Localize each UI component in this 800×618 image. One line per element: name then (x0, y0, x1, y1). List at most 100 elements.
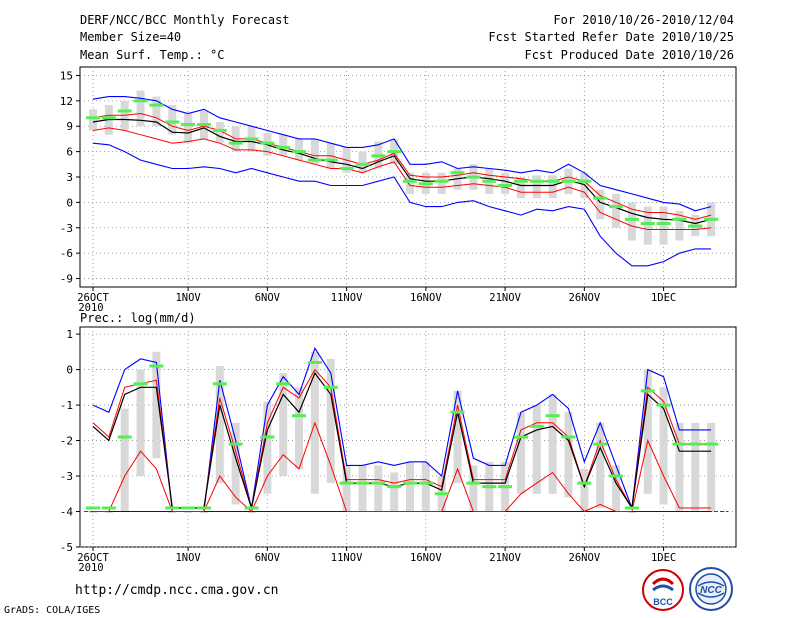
temp-ytick-label: -6 (60, 247, 73, 260)
precip-spread-box (374, 465, 383, 512)
precip-spread-box (516, 412, 525, 494)
precip-spread-box (89, 511, 97, 514)
precip-spread-box (406, 461, 414, 512)
precip-spread-box (564, 412, 573, 498)
precip-xtick-label: 16NOV (410, 552, 442, 564)
precip-spread-box (691, 422, 700, 512)
temp-xtick-year-label: 2010 (78, 302, 103, 314)
precip-spread-box (580, 468, 589, 512)
temp-spread-box (295, 138, 304, 161)
precip-spread-box (184, 511, 193, 514)
temp-spread-box (516, 177, 525, 199)
precip-spread-box (358, 465, 367, 512)
temp-spread-box (675, 210, 684, 241)
temp-spread-box (152, 96, 161, 127)
precip-xtick-label: 1DEC (651, 552, 676, 564)
temp-spread-box (279, 134, 288, 156)
precip-spread-box (247, 511, 256, 514)
temp-spread-box (596, 189, 605, 220)
precip-panel-title: Prec.: log(mm/d) (80, 311, 196, 325)
bcc-logo-text: BCC (653, 597, 673, 607)
temp-spread-box (310, 138, 319, 165)
temp-xtick-label: 16NOV (410, 292, 442, 304)
temp-spread-box (215, 122, 224, 144)
temp-xtick-label: 26NOV (569, 292, 601, 304)
forecast-started-date: Fcst Started Refer Date 2010/10/25 (488, 30, 734, 44)
ncc-logo-text: NCC (700, 585, 722, 596)
precip-ytick-label: -1 (60, 399, 73, 412)
temp-spread-box (501, 172, 510, 194)
temp-ytick-label: 12 (60, 95, 73, 108)
temp-spread-box (548, 175, 557, 199)
precip-ensemble-mean-line (92, 371, 712, 511)
precip-spread-box (643, 369, 652, 494)
member-size-label: Member Size=40 (80, 30, 182, 44)
temp-spread-box (659, 206, 668, 245)
grads-credit: GrADS: COLA/IGES (4, 605, 101, 616)
temp-xtick-label: 21NOV (489, 292, 521, 304)
precip-spread-box (120, 408, 129, 512)
precip-ytick-label: -2 (60, 435, 73, 448)
precip-xtick-year-label: 2010 (78, 562, 103, 574)
precip-xtick-label: 6NOV (255, 552, 281, 564)
precip-xtick-label: 26NOV (569, 552, 601, 564)
precip-spread-box (263, 401, 272, 494)
precip-ytick-label: 0 (66, 364, 73, 377)
forecast-period: For 2010/10/26-2010/12/04 (553, 13, 734, 27)
precip-ytick-label: 1 (66, 328, 73, 341)
precip-spread-box (326, 358, 335, 484)
precip-xtick-label: 11NOV (331, 552, 363, 564)
temp-ytick-label: -3 (60, 222, 73, 235)
precip-spread-box (342, 465, 351, 512)
precip-plot-frame (79, 326, 737, 548)
source-url[interactable]: http://cmdp.ncc.cma.gov.cn (75, 583, 279, 598)
temp-ytick-label: 6 (66, 146, 73, 159)
precip-spread-box (152, 351, 161, 459)
precip-lower-spread-line (93, 421, 712, 513)
temp-max-envelope-line (92, 96, 712, 212)
temp-min-envelope-line (92, 142, 712, 267)
precip-spread-box (136, 369, 145, 477)
temp-spread-box (643, 206, 652, 245)
temp-ytick-label: 0 (66, 196, 73, 209)
ncc-logo: NCC (688, 566, 734, 612)
temp-xtick-label: 11NOV (331, 292, 363, 304)
temp-panel-title: Mean Surf. Temp.: °C (80, 48, 225, 62)
temp-ytick-label: 9 (66, 120, 73, 133)
precip-ytick-label: -4 (60, 506, 74, 519)
precip-spread-box (295, 387, 304, 469)
temp-spread-box (184, 113, 193, 144)
temp-ensemble-mean-line (92, 118, 712, 225)
precip-xtick-label: 1NOV (175, 552, 201, 564)
precip-spread-box (168, 511, 177, 514)
precip-spread-box (659, 387, 668, 505)
precip-spread-box (548, 394, 557, 494)
precip-spread-box (231, 422, 240, 505)
temp-spread-box (437, 172, 446, 194)
precip-spread-box (421, 461, 430, 512)
temp-spread-box (89, 109, 97, 131)
precip-spread-box (199, 511, 208, 514)
bcc-logo: BCC (641, 568, 685, 612)
temp-spread-box (627, 202, 636, 241)
temp-lower-spread-line (92, 127, 712, 230)
precip-spread-box (612, 465, 621, 512)
precip-spread-box (469, 465, 478, 512)
temp-spread-box (136, 90, 145, 127)
precip-spread-box (596, 422, 605, 508)
temp-xtick-label: 6NOV (255, 292, 281, 304)
chart-title: DERF/NCC/BCC Monthly Forecast (80, 13, 290, 27)
temp-xtick-label: 26OCT (77, 292, 109, 304)
temp-ytick-label: -9 (60, 273, 73, 286)
precip-xtick-label: 21NOV (489, 552, 521, 564)
precip-spread-box (627, 511, 636, 514)
precip-ytick-label: -5 (60, 541, 73, 554)
precip-spread-box (215, 366, 224, 484)
precip-spread-box (390, 472, 399, 512)
precip-spread-box (532, 405, 541, 494)
temp-xtick-label: 1DEC (651, 292, 676, 304)
temp-ytick-label: 3 (66, 171, 73, 184)
temp-spread-box (406, 172, 414, 194)
precip-spread-box (104, 511, 113, 514)
